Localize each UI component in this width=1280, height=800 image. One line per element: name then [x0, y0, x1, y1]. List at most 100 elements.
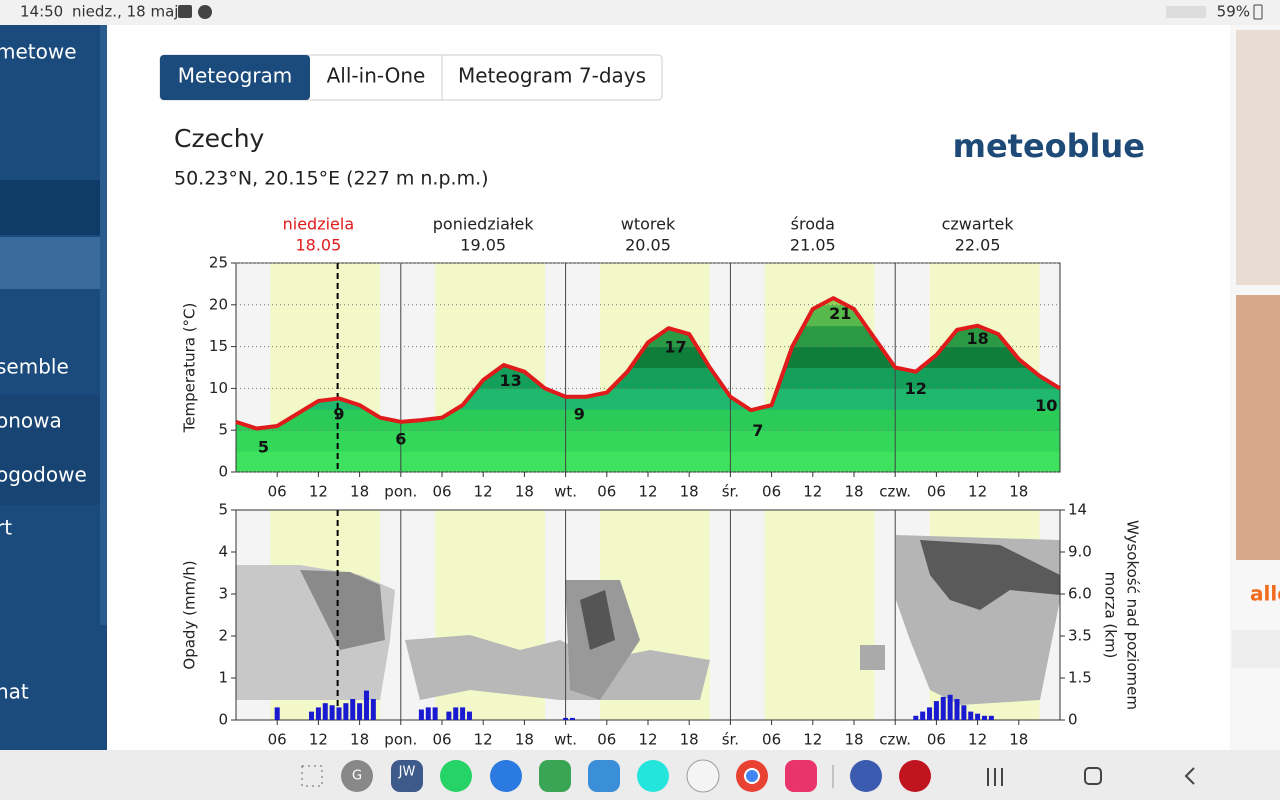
- sidebar-item[interactable]: onowa: [0, 409, 62, 433]
- y-tick-label: 3: [218, 585, 228, 603]
- x-tick-label: 06: [597, 731, 616, 749]
- precipitation-bar: [425, 707, 431, 720]
- status-bar: [0, 0, 1280, 25]
- gallery-icon: [178, 5, 192, 18]
- x-tick-label: 18: [350, 483, 369, 501]
- tab[interactable]: All-in-One: [327, 64, 426, 88]
- cloud-area: [405, 635, 710, 700]
- x-tick-label: 18: [1009, 731, 1028, 749]
- cloud-area: [300, 570, 385, 650]
- precipitation-bar: [322, 703, 328, 720]
- x-tick-label: 12: [309, 483, 328, 501]
- app-icon: [744, 768, 760, 784]
- cloud-area: [860, 645, 885, 670]
- x-tick-label: 18: [1009, 483, 1028, 501]
- y2-axis-label: morza (km): [1102, 572, 1120, 659]
- sidebar-item[interactable]: rt: [0, 516, 12, 540]
- sidebar-item[interactable]: semble: [0, 355, 69, 379]
- tab-active[interactable]: [160, 55, 310, 100]
- sidebar-item[interactable]: nat: [0, 680, 29, 704]
- tab[interactable]: Meteogram: [178, 64, 293, 88]
- app-icon[interactable]: [539, 760, 571, 792]
- day-headers: niedziela 18.05 poniedziałek 19.05 wtorek 20.…: [283, 215, 1015, 255]
- app-icon[interactable]: [899, 760, 931, 792]
- x-tick-label: 18: [515, 731, 534, 749]
- precipitation-bar: [357, 703, 363, 720]
- sidebar-item[interactable]: metowe: [0, 40, 77, 64]
- day-name: niedziela: [283, 215, 355, 234]
- app-icon[interactable]: [637, 760, 669, 792]
- x-tick-label: 18: [844, 483, 863, 501]
- precipitation-bar: [274, 707, 280, 720]
- x-tick-label: 06: [927, 731, 946, 749]
- x-tick-label: 18: [844, 731, 863, 749]
- precipitation-bar: [432, 707, 438, 720]
- temperature-label: 6: [395, 429, 406, 448]
- precipitation-bar: [336, 707, 342, 720]
- location-coords: 50.23°N, 20.15°E (227 m n.p.m.): [174, 168, 489, 190]
- app-icon[interactable]: [341, 760, 373, 792]
- sidebar-item[interactable]: ogodowe: [0, 463, 87, 487]
- y2-tick-label: 1.5: [1068, 669, 1092, 687]
- x-tick-label: wt.: [554, 483, 577, 501]
- day-date: 22.05: [955, 236, 1001, 255]
- precipitation-bar: [453, 707, 459, 720]
- app-icon[interactable]: [490, 760, 522, 792]
- nav-recent[interactable]: [987, 768, 1003, 786]
- ad-text[interactable]: alle: [1250, 582, 1280, 606]
- y-tick-label: 1: [218, 669, 228, 687]
- y2-tick-label: 6.0: [1068, 585, 1092, 603]
- y-tick-label: 0: [218, 711, 228, 729]
- app-icon[interactable]: [440, 760, 472, 792]
- location-name: Czechy: [174, 124, 265, 153]
- precipitation-bar: [981, 715, 987, 720]
- y-axis-label: Temperatura (°C): [181, 303, 199, 434]
- precipitation-bar: [961, 705, 967, 720]
- tab[interactable]: Meteogram 7-days: [458, 64, 646, 88]
- nav-home[interactable]: [1084, 767, 1102, 785]
- day-date: 19.05: [460, 236, 506, 255]
- temperature-label: 17: [664, 337, 686, 356]
- x-tick-label: 06: [597, 483, 616, 501]
- precipitation-bar: [363, 690, 369, 720]
- x-tick-label: czw.: [879, 483, 911, 501]
- x-tick-label: 06: [432, 483, 451, 501]
- temperature-label: 13: [500, 371, 522, 390]
- day-date: 20.05: [625, 236, 671, 255]
- app-icon[interactable]: [850, 760, 882, 792]
- y2-tick-label: 3.5: [1068, 627, 1092, 645]
- precipitation-bar: [446, 711, 452, 720]
- precipitation-bar: [343, 703, 349, 720]
- x-tick-label: 06: [762, 731, 781, 749]
- temperature-label: 5: [258, 438, 269, 457]
- sidebar-items: metowe semble onowa ogodowe rt nat: [0, 40, 87, 704]
- precipitation-bar: [315, 707, 321, 720]
- sidebar-hover: [0, 237, 100, 289]
- y-tick-label: 5: [218, 421, 228, 439]
- y2-axis-label: Wysokość nad poziomem: [1124, 520, 1142, 710]
- temperature-band: [236, 409, 1060, 431]
- temperature-label: 7: [752, 421, 763, 440]
- day-name: wtorek: [621, 215, 676, 234]
- x-tick-label: śr.: [722, 483, 739, 501]
- x-tick-label: pon.: [384, 483, 417, 501]
- x-tick-label: 18: [515, 483, 534, 501]
- y-tick-label: 25: [209, 254, 228, 272]
- app-icon[interactable]: [785, 760, 817, 792]
- apps-grid[interactable]: [301, 765, 323, 787]
- y-tick-label: 15: [209, 337, 228, 355]
- x-tick-label: czw.: [879, 731, 911, 749]
- x-tick-label: 06: [762, 483, 781, 501]
- app-icon[interactable]: [686, 759, 720, 793]
- nav-back[interactable]: [1184, 767, 1195, 785]
- ad-image: [1236, 295, 1280, 560]
- x-tick-label: 12: [968, 731, 987, 749]
- x-tick-label: wt.: [554, 731, 577, 749]
- app-icon[interactable]: [588, 760, 620, 792]
- precipitation-bar: [350, 699, 356, 720]
- app-icon[interactable]: [391, 760, 423, 792]
- logo: meteoblue: [953, 127, 1145, 165]
- precipitation-bar: [968, 711, 974, 720]
- temperature-label: 9: [333, 404, 344, 423]
- x-tick-label: 12: [803, 731, 822, 749]
